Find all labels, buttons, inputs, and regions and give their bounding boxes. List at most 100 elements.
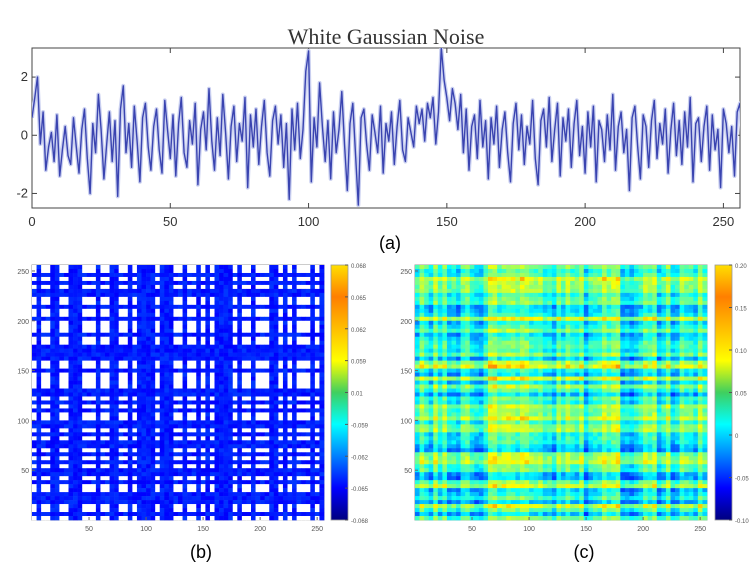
heatmap-b-cell <box>191 360 197 365</box>
heatmap-b-cell <box>178 416 183 421</box>
heatmap-b-cell <box>95 452 101 457</box>
heatmap-b-cell <box>182 376 188 381</box>
heatmap-b-cell <box>105 392 110 397</box>
heatmap-b-cell <box>54 388 60 393</box>
heatmap-b-cell <box>100 472 106 477</box>
heatmap-b-cell <box>146 396 151 401</box>
heatmap-c-cell <box>684 268 690 274</box>
heatmap-b-cell <box>105 396 110 401</box>
heatmap-b-cell <box>68 516 74 521</box>
heatmap-b-cell <box>310 268 316 274</box>
heatmap-b-cell <box>255 508 261 513</box>
heatmap-c-cell <box>670 292 676 298</box>
heatmap-b-cell <box>251 280 256 286</box>
heatmap-b-cell <box>164 484 170 489</box>
heatmap-c-cell <box>602 272 607 278</box>
heatmap-b-cell <box>118 476 124 481</box>
heatmap-b-cell <box>214 492 220 497</box>
heatmap-c-cell <box>515 288 521 294</box>
heatmap-b-cell <box>182 496 188 501</box>
heatmap-b-cell <box>319 265 325 270</box>
heatmap-b-cell <box>164 492 170 497</box>
heatmap-b-cell <box>200 480 206 485</box>
heatmap-b-cell <box>136 400 142 405</box>
heatmap-b-cell <box>63 496 69 501</box>
heatmap-b-cell <box>264 356 270 361</box>
heatmap-b-cell <box>82 316 88 322</box>
heatmap-b-cell <box>314 352 320 357</box>
heatmap-b-cell <box>168 460 174 465</box>
heatmap-b-cell <box>200 468 206 473</box>
heatmap-b-cell <box>146 448 151 453</box>
heatmap-c-cell <box>460 308 466 314</box>
heatmap-c-cell <box>451 304 457 310</box>
heatmap-b-cell <box>54 288 60 294</box>
heatmap-b-cell <box>132 296 138 302</box>
heatmap-b-cell <box>136 332 142 338</box>
heatmap-b-cell <box>200 348 206 353</box>
heatmap-b-cell <box>91 480 97 485</box>
heatmap-b-cell <box>228 296 234 302</box>
heatmap-b-cell <box>182 436 188 441</box>
heatmap-b-cell <box>260 472 265 477</box>
heatmap-b-cell <box>50 344 56 349</box>
heatmap-b-cell <box>209 300 215 306</box>
heatmap-c-cell <box>661 284 667 290</box>
heatmap-b-cell <box>59 344 65 349</box>
heatmap-b-cell <box>41 372 46 377</box>
heatmap-b-cell <box>36 396 42 401</box>
heatmap-c-cell <box>551 280 557 286</box>
heatmap-b-cell <box>301 300 307 306</box>
heatmap-b-cell <box>86 412 92 417</box>
heatmap-b-cell <box>127 484 133 489</box>
heatmap-b-cell <box>214 332 220 338</box>
heatmap-b-cell <box>223 420 229 425</box>
heatmap-b-cell <box>205 440 211 445</box>
heatmap-c-cell <box>519 280 525 286</box>
heatmap-c-cell <box>538 265 544 270</box>
heatmap-b-cell <box>32 265 37 270</box>
heatmap-b-cell <box>287 384 293 389</box>
heatmap-b-cell <box>214 476 220 481</box>
heatmap-b-cell <box>100 296 106 302</box>
heatmap-b-cell <box>155 316 161 322</box>
heatmap-b-cell <box>305 368 311 373</box>
heatmap-c-cell <box>570 265 575 270</box>
heatmap-c-cell <box>506 284 512 290</box>
heatmap-c-cell <box>679 308 685 314</box>
heatmap-b-cell <box>214 364 220 369</box>
heatmap-b-cell <box>314 340 320 345</box>
heatmap-c-cell <box>433 308 439 314</box>
heatmap-b-cell <box>173 508 179 513</box>
heatmap-c-cell <box>661 276 667 282</box>
heatmap-b-cell <box>251 372 256 377</box>
heatmap-c-cell <box>634 272 639 278</box>
heatmap-b-cell <box>100 504 106 509</box>
heatmap-b-cell <box>200 488 206 493</box>
heatmap-b-cell <box>319 512 325 517</box>
heatmap-b-cell <box>159 476 165 481</box>
heatmap-b-cell <box>123 484 129 489</box>
heatmap-c-cell <box>446 300 452 306</box>
heatmap-b-cell <box>123 440 129 445</box>
heatmap-b-cell <box>232 508 238 513</box>
heatmap-b-cell <box>63 436 69 441</box>
heatmap-b-cell <box>200 320 206 326</box>
heatmap-b-cell <box>164 336 170 341</box>
heatmap-b-cell <box>232 376 238 381</box>
heatmap-b-cell <box>246 416 252 421</box>
heatmap-b-cell <box>319 292 325 298</box>
heatmap-b-cell <box>109 392 115 397</box>
heatmap-c-cell <box>620 312 626 318</box>
heatmap-b-cell <box>232 300 238 306</box>
heatmap-c-cell <box>615 265 621 270</box>
heatmap-b-cell <box>314 396 320 401</box>
heatmap-b-cell <box>36 320 42 326</box>
heatmap-b-cell <box>219 380 224 385</box>
heatmap-c-cell <box>561 308 566 314</box>
heatmap-b-cell <box>95 332 101 338</box>
heatmap-b-cell <box>310 372 316 377</box>
heatmap-b-cell <box>292 448 297 453</box>
heatmap-b-cell <box>205 468 211 473</box>
heatmap-b-cell <box>168 308 174 314</box>
